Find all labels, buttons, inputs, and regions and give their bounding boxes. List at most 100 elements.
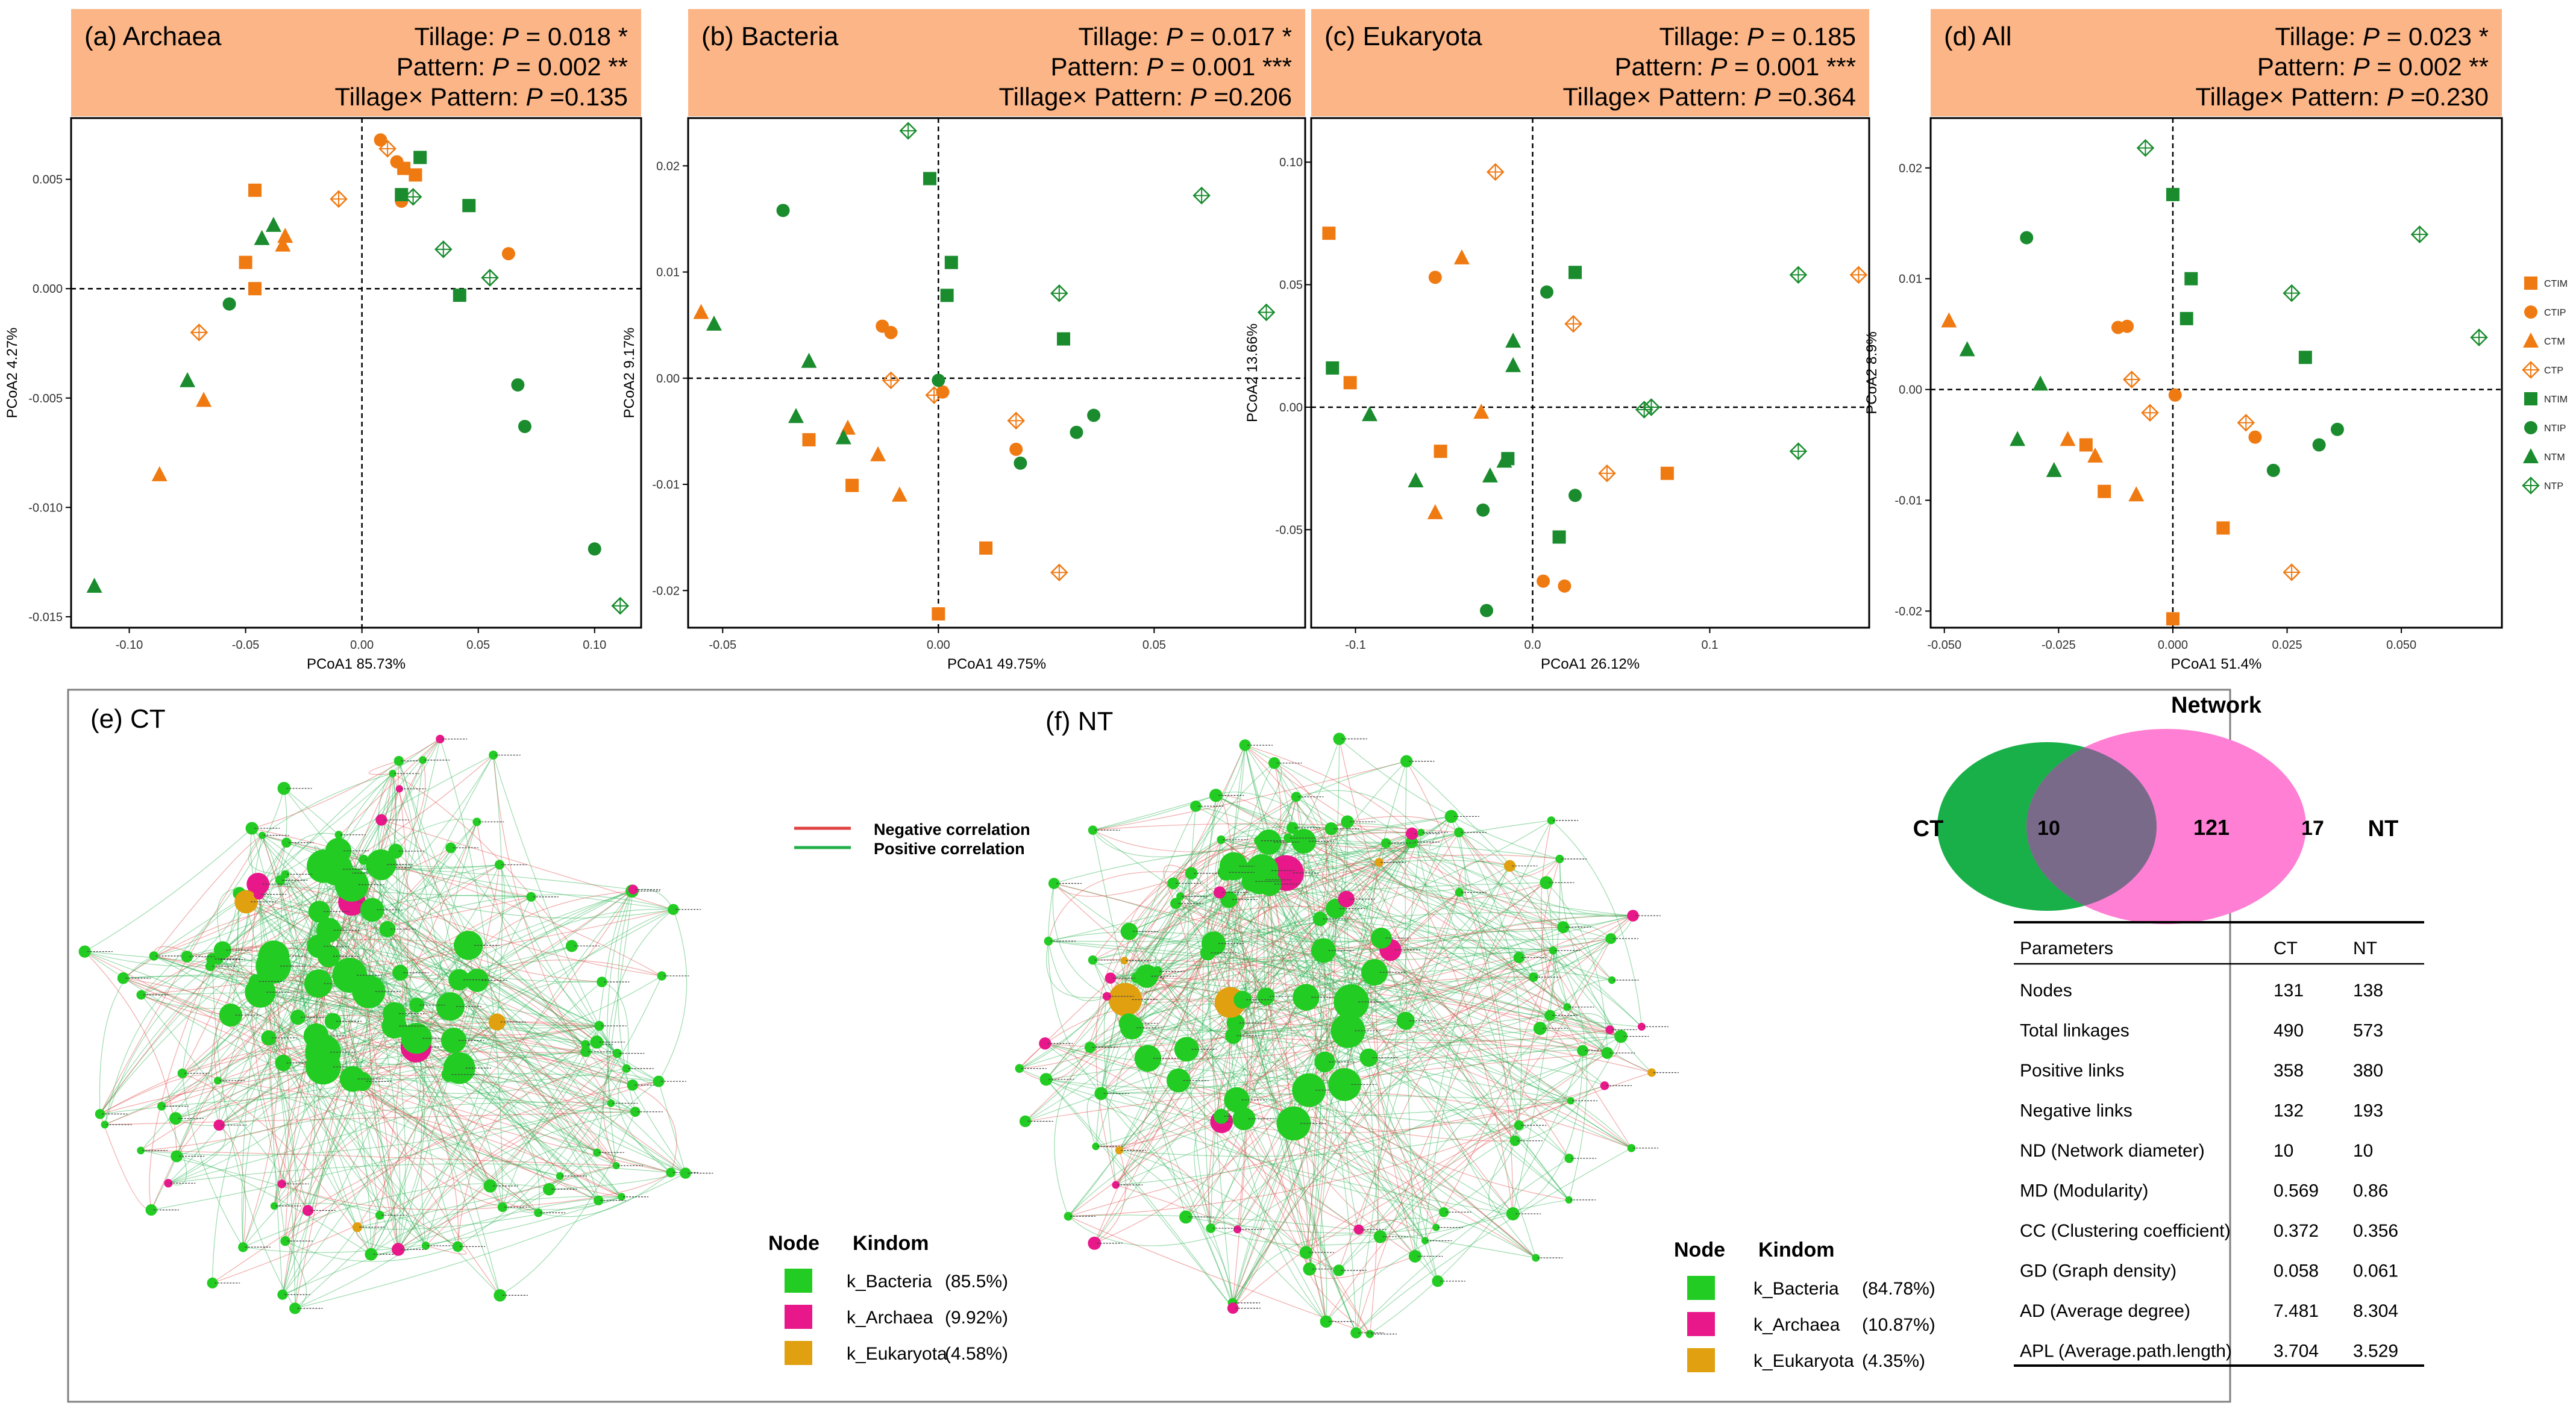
point-ctim [845,478,859,492]
y-tick-label: -0.02 [1894,605,1922,618]
point-ctm [2087,447,2104,463]
negative-edge [1235,1023,1310,1269]
positive-edge [1092,912,1634,961]
node-archaea [164,1179,173,1188]
node-bacteria [259,831,266,839]
positive-edge [381,819,400,929]
positive-edge [1124,763,1275,961]
x-axis-label: PCoA1 26.12% [1541,656,1640,672]
negative-edge [1094,1150,1126,1244]
positive-edge [1374,972,1540,1030]
positive-edge [387,929,597,1043]
positive-edge [282,755,494,1295]
node-archaea [1338,890,1355,908]
positive-edge [1338,1100,1571,1271]
node-eukaryota [1120,957,1129,964]
positive-edge [394,864,500,1014]
legend-marker-ntm [2523,448,2539,463]
positive-edge [381,819,531,898]
positive-edge [319,946,498,1022]
legend-marker-ctim [2524,276,2537,290]
x-axis-label: PCoA1 85.73% [307,656,406,672]
positive-edge [1237,1052,1608,1230]
node-bacteria [1549,946,1558,955]
positive-edge [1119,1150,1233,1308]
negative-edge [281,1183,503,1210]
point-ctp [2141,404,2159,422]
panel-title: (d) All [1944,22,2011,51]
positive-edge [1157,918,1320,972]
positive-edge [1251,881,1534,978]
node-bacteria [248,974,264,989]
point-ntim [923,172,937,186]
negative-edge [1335,908,1608,1054]
positive-edge [398,760,460,980]
negative-edge [392,773,572,946]
positive-edge [1351,938,1611,1002]
positive-edge [1540,882,1554,1029]
table-cell: 573 [2353,1021,2383,1041]
y-tick-label: 0.00 [1899,384,1922,397]
positive-edge [1068,1214,1536,1258]
point-ctip [2248,430,2262,444]
table-row: CC (Clustering coefficient) 0.372 0.356 [2020,1221,2398,1241]
negative-edge [1236,1099,1537,1258]
positive-edge [1358,892,1460,1230]
negative-edge [1325,828,1391,951]
positive-edge [1185,1216,1437,1234]
positive-edge [211,981,257,1125]
negative-edge [502,1172,671,1208]
positive-edge [1380,1052,1608,1237]
positive-edge [281,983,319,1184]
node-bacteria [1232,1107,1256,1131]
node-archaea [1039,1037,1051,1050]
negative-edge [1230,1002,1632,1149]
positive-edge [298,1017,616,1166]
positive-edge [601,981,629,1069]
points [1322,163,1868,617]
y-tick-label: -0.01 [1894,495,1922,508]
point-ctm [2060,431,2076,446]
negative-edge [99,1114,152,1211]
negative-edge [1541,820,1584,1051]
point-ntm [1362,406,1378,422]
positive-edge [1210,938,1611,1229]
node-eukaryota [1374,858,1384,867]
negative-edge [175,1025,600,1119]
plot-frame [70,117,642,629]
positive-edge [1286,872,1642,1027]
node-bacteria [1627,1144,1636,1152]
negative-edge [218,1080,622,1198]
table-header-cell: NT [2353,939,2377,958]
panel-title: (a) Archaea [84,22,222,51]
positive-edge [351,901,686,1174]
negative-edge [1320,833,1412,919]
node-bacteria [375,1210,384,1220]
positive-edge [1358,1217,1437,1230]
positive-edge [548,1081,659,1190]
node-archaea [1627,910,1639,922]
negative-edge [362,1081,539,1213]
node-archaea [436,734,445,744]
positive-edge [1191,873,1570,1201]
positive-edge [1185,950,1324,1217]
positive-edge [140,995,309,1211]
point-ctp [190,323,208,342]
node-bacteria [1015,1064,1024,1073]
negative-edge [154,955,319,984]
negative-edge [1233,1029,1610,1043]
point-ntip [2020,231,2034,245]
positive-edge [398,890,633,1250]
node-bacteria [308,901,330,923]
node-bacteria [1370,927,1392,949]
positive-edge [248,835,286,875]
negative-edge [322,1066,503,1208]
positive-edge [398,1111,636,1250]
node-bacteria [392,964,409,981]
table-cell: 358 [2274,1061,2304,1081]
node-eukaryota [1115,1146,1124,1155]
negative-edge [99,1048,324,1114]
negative-edge [141,909,674,996]
positive-edge [1368,1057,1571,1101]
node-bacteria [526,892,536,902]
